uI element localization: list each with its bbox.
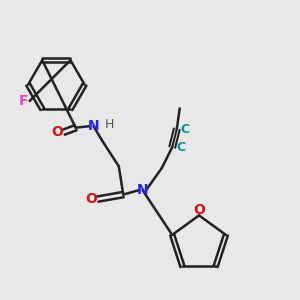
Text: O: O bbox=[51, 125, 63, 139]
Text: F: F bbox=[19, 94, 28, 108]
Text: O: O bbox=[85, 192, 98, 206]
Text: C: C bbox=[181, 123, 190, 136]
Text: H: H bbox=[105, 118, 115, 131]
Text: N: N bbox=[137, 183, 148, 197]
Text: O: O bbox=[193, 203, 205, 217]
Text: N: N bbox=[88, 119, 99, 133]
Text: C: C bbox=[176, 140, 185, 154]
